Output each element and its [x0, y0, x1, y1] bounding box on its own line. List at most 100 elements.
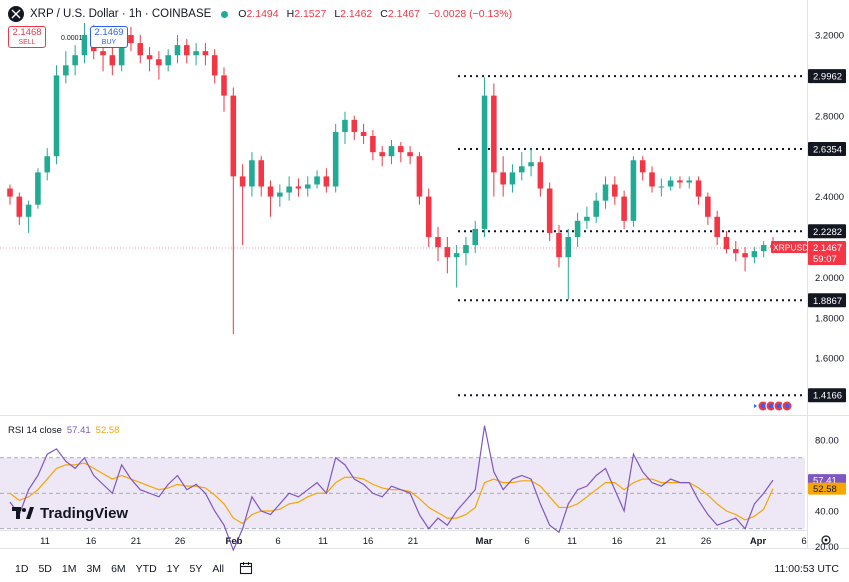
- time-axis-label: Apr: [750, 536, 767, 547]
- time-axis-label: 6: [524, 536, 529, 547]
- symbol-tag-label: XRPUSD: [773, 243, 808, 253]
- time-axis-label: Mar: [476, 536, 493, 547]
- candle-body: [16, 196, 23, 217]
- event-flags-icon[interactable]: [754, 400, 793, 412]
- buy-label: BUY: [101, 39, 117, 46]
- candle-body: [379, 152, 385, 157]
- flag-dot: [760, 403, 766, 409]
- candle-body: [546, 188, 553, 233]
- level-tag: [808, 293, 846, 308]
- candlestick-series: [7, 22, 776, 334]
- candle-body: [314, 176, 320, 185]
- candle-body: [695, 180, 702, 197]
- candle-body: [500, 172, 506, 185]
- candle-body: [100, 51, 106, 56]
- time-axis-label: 21: [408, 536, 419, 547]
- sell-label: SELL: [18, 39, 36, 46]
- candle-body: [751, 251, 758, 258]
- market-status-icon: [221, 10, 229, 18]
- candle-body: [416, 156, 423, 197]
- rsi-legend-value: 57.41: [66, 425, 91, 436]
- candle-body: [118, 35, 125, 66]
- candle-body: [156, 59, 162, 66]
- rsi-series: [9, 425, 774, 552]
- candle-body: [621, 196, 627, 221]
- level-tag: [808, 388, 846, 403]
- high-label: H: [286, 8, 295, 20]
- range-5d-button[interactable]: 5D: [38, 563, 52, 575]
- settings-icon[interactable]: [821, 535, 831, 545]
- tradingview-logo-icon: [12, 507, 34, 519]
- symbol-tag: [771, 241, 807, 253]
- buy-button[interactable]: 2.1469 BUY: [90, 26, 128, 48]
- candle-body: [760, 245, 767, 252]
- level-tag-label: 2.9962: [813, 72, 842, 83]
- rsi-axis-label: 80.00: [815, 436, 839, 447]
- low-value: 2.1462: [340, 8, 373, 20]
- sell-button[interactable]: 2.1468 SELL: [8, 26, 46, 48]
- rsi-ma-tag: [808, 482, 846, 495]
- range-3m-button[interactable]: 3M: [86, 563, 102, 575]
- chart-header: XRP / U.S. Dollar · 1h · COINBASE O2.149…: [8, 6, 512, 22]
- utc-clock[interactable]: 11:00:53 UTC: [774, 563, 839, 575]
- candle-body: [109, 55, 116, 66]
- time-axis-label: 11: [318, 536, 328, 547]
- candle-body: [193, 51, 199, 56]
- candle-body: [732, 249, 739, 254]
- rsi-band: [0, 457, 805, 530]
- price-axis-label: 2.4000: [815, 192, 844, 203]
- candle-body: [165, 55, 171, 66]
- candle-body: [425, 196, 432, 237]
- candle-body: [658, 186, 665, 188]
- candle-body: [444, 247, 451, 258]
- range-ytd-button[interactable]: YTD: [135, 563, 157, 575]
- candle-body: [137, 43, 144, 56]
- range-1m-button[interactable]: 1M: [61, 563, 77, 575]
- rsi-line: [9, 425, 774, 552]
- range-1d-button[interactable]: 1D: [15, 563, 29, 575]
- candle-body: [323, 176, 330, 187]
- time-axis-label: 26: [701, 536, 712, 547]
- candle-body: [258, 160, 265, 187]
- candle-body: [53, 75, 60, 157]
- candle-body: [518, 166, 525, 173]
- current-price-tag: [808, 241, 846, 265]
- level-tag: [808, 69, 846, 84]
- candle-body: [435, 237, 441, 248]
- rsi-legend[interactable]: RSI 14 close 57.41 52.58: [8, 425, 119, 436]
- current-price-label: 2.1467: [813, 243, 842, 254]
- candle-body: [277, 192, 283, 197]
- ohlc-values: O2.1494 H2.1527 L2.1462 C2.1467 −0.0028 …: [238, 8, 512, 20]
- candle-body: [304, 184, 311, 189]
- time-axis: 11 16 21 26 Feb 6 11 16 21 Mar 6 11 16 21 26 Apr 6: [40, 536, 807, 547]
- xrp-logo-icon: [8, 6, 24, 22]
- candle-body: [184, 45, 190, 56]
- arrow-icon: [754, 404, 757, 408]
- level-tag: [808, 224, 846, 239]
- candle-body: [63, 65, 69, 76]
- time-axis-label: 11: [567, 536, 577, 547]
- candle-body: [639, 160, 646, 173]
- candle-body: [667, 180, 674, 187]
- low-label: L: [334, 8, 341, 20]
- range-all-button[interactable]: All: [212, 563, 225, 575]
- candle-body: [723, 237, 730, 250]
- candle-body: [7, 188, 13, 197]
- range-6m-button[interactable]: 6M: [111, 563, 126, 575]
- rsi-title: RSI 14 close: [8, 425, 62, 436]
- time-axis-label: 21: [131, 536, 142, 547]
- goto-date-icon[interactable]: [239, 561, 253, 578]
- candle-body: [25, 204, 32, 217]
- symbol-title[interactable]: XRP / U.S. Dollar · 1h · COINBASE: [30, 8, 212, 20]
- range-1y-button[interactable]: 1Y: [166, 563, 180, 575]
- tradingview-logo[interactable]: TradingView: [12, 505, 128, 522]
- candle-body: [742, 253, 748, 258]
- candle-body: [593, 200, 599, 217]
- range-5y-button[interactable]: 5Y: [189, 563, 203, 575]
- change-value: −0.0028 (−0.13%): [428, 8, 513, 20]
- rsi-axis-label: 40.00: [815, 507, 839, 518]
